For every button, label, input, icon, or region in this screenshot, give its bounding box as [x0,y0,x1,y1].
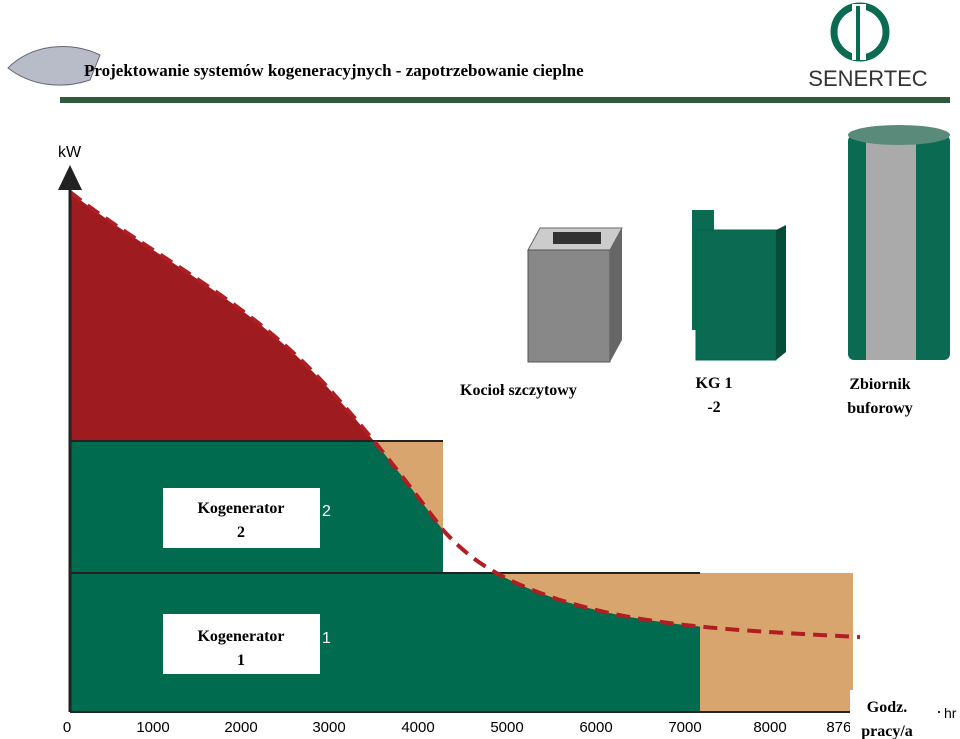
x-tick-label: 6000 [579,719,612,736]
title: Projektowanie systemów kogeneracyjnych -… [84,61,584,80]
x-tick-label: 1000 [136,719,169,736]
x-tick-label: 4000 [401,719,434,736]
cogenerator-icon [692,210,786,361]
logo-text: SENERTEC [808,66,928,91]
label-box [163,488,320,548]
band-number: 1 [322,630,331,647]
device-label: Zbiornik buforowy [847,376,913,417]
band-label: Kogenerator 2 [197,500,284,541]
x-tick-label: 5000 [490,719,523,736]
x-tick-label: 3000 [312,719,345,736]
peak-boiler-area [70,192,470,441]
boiler-icon [527,227,623,363]
logo-animal [7,45,101,86]
y-arrow [58,165,82,190]
device-label: KG 1 -2 [696,375,733,416]
demand-curve [68,190,861,639]
header-rule [60,97,950,103]
x-caption: Godz. pracy/a [861,699,913,739]
band-label: Kogenerator 1 [197,628,284,669]
x-axis-unit: hr [944,705,957,721]
x-tick-label: 7000 [668,719,701,736]
x-tick-label: 2000 [224,719,257,736]
brand-logo: SENERTEC [808,0,928,95]
x-tick-label: 0 [63,719,71,736]
x-tick-label: 8000 [753,719,786,736]
caption-box [850,690,938,739]
device-label: Kocioł szczytowy [460,382,577,399]
y-axis-label: kW [58,144,82,161]
buffer-tank-icon [848,125,950,360]
label-box [163,614,320,674]
band-number: 2 [322,503,331,520]
x-ticks: 0 1000 2000 3000 4000 5000 6000 7000 8000 8760 [63,719,860,736]
